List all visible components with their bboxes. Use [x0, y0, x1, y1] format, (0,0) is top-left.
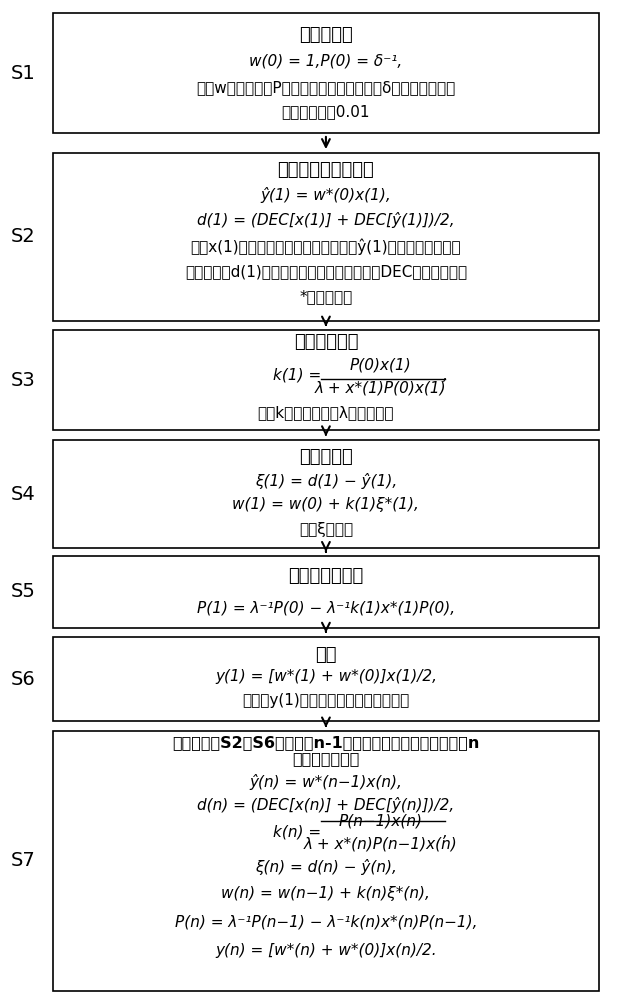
FancyBboxPatch shape [53, 13, 599, 133]
FancyBboxPatch shape [53, 153, 599, 320]
Text: S6: S6 [11, 670, 36, 689]
Text: 其中，y(1)为第一个采样点的输出信号: 其中，y(1)为第一个采样点的输出信号 [242, 693, 410, 708]
Text: S7: S7 [11, 851, 36, 870]
Text: λ + x*(n)P(n−1)x(n): λ + x*(n)P(n−1)x(n) [304, 837, 457, 852]
Text: ŷ(1) = w*(0)x(1),: ŷ(1) = w*(0)x(1), [261, 187, 391, 203]
Text: ξ(1) = d(1) − ŷ(1),: ξ(1) = d(1) − ŷ(1), [255, 473, 397, 489]
FancyBboxPatch shape [53, 330, 599, 430]
Text: S4: S4 [11, 485, 36, 504]
FancyBboxPatch shape [53, 556, 599, 628]
Text: 其中w为权系数，P为信号自相关矩阵的逆，δ为一个小的正实: 其中w为权系数，P为信号自相关矩阵的逆，δ为一个小的正实 [196, 80, 456, 95]
Text: y(1) = [w*(1) + w*(0)]x(1)/2,: y(1) = [w*(1) + w*(0)]x(1)/2, [215, 669, 437, 684]
Text: w(0) = 1,P(0) = δ⁻¹,: w(0) = 1,P(0) = δ⁻¹, [249, 54, 402, 69]
Text: 数，常用取値0.01: 数，常用取値0.01 [282, 104, 370, 119]
Text: 参数初始化: 参数初始化 [299, 26, 353, 44]
Text: 输出: 输出 [315, 646, 337, 664]
Text: d(n) = (DEC[x(n)] + DEC[ŷ(n)])/2,: d(n) = (DEC[x(n)] + DEC[ŷ(n)])/2, [197, 797, 454, 813]
FancyBboxPatch shape [53, 637, 599, 721]
Text: S1: S1 [11, 64, 36, 83]
FancyBboxPatch shape [53, 440, 599, 548]
Text: P(n−1)x(n): P(n−1)x(n) [339, 813, 423, 828]
Text: 其中x(1)为第一个采样点的输入信号，ŷ(1)为第一个采样点输: 其中x(1)为第一个采样点的输入信号，ŷ(1)为第一个采样点输 [191, 239, 461, 255]
Text: w(1) = w(0) + k(1)ξ*(1),: w(1) = w(0) + k(1)ξ*(1), [233, 497, 419, 512]
Text: y(n) = [w*(n) + w*(0)]x(n)/2.: y(n) = [w*(n) + w*(0)]x(n)/2. [215, 943, 437, 958]
Text: ,: , [443, 825, 448, 840]
Text: *表示复共轭: *表示复共轭 [300, 290, 353, 305]
Text: P(1) = λ⁻¹P(0) − λ⁻¹k(1)x*(1)P(0),: P(1) = λ⁻¹P(0) − λ⁻¹k(1)x*(1)P(0), [197, 600, 455, 615]
Text: P(0)x(1): P(0)x(1) [350, 358, 412, 373]
Text: P(n) = λ⁻¹P(n−1) − λ⁻¹k(n)x*(n)P(n−1),: P(n) = λ⁻¹P(n−1) − λ⁻¹k(n)x*(n)P(n−1), [175, 914, 477, 929]
Text: 其中k为增益因子，λ为遗忘因子: 其中k为增益因子，λ为遗忘因子 [258, 405, 394, 420]
Text: w(n) = w(n−1) + k(n)ξ*(n),: w(n) = w(n−1) + k(n)ξ*(n), [222, 886, 430, 901]
FancyBboxPatch shape [53, 731, 599, 991]
Text: S2: S2 [11, 227, 36, 246]
Text: ξ(n) = d(n) − ŷ(n),: ξ(n) = d(n) − ŷ(n), [255, 859, 397, 875]
Text: S3: S3 [11, 371, 36, 390]
Text: 个采样点的输出: 个采样点的输出 [292, 751, 360, 766]
Text: ŷ(n) = w*(n−1)x(n),: ŷ(n) = w*(n−1)x(n), [249, 774, 402, 790]
Text: 权系数更新: 权系数更新 [299, 448, 353, 466]
Text: d(1) = (DEC[x(1)] + DEC[ŷ(1)])/2,: d(1) = (DEC[x(1)] + DEC[ŷ(1)])/2, [197, 212, 455, 228]
Text: 出估计値，d(1)为第一个采样点的参考信号，DEC表示硬判决，: 出估计値，d(1)为第一个采样点的参考信号，DEC表示硬判决， [185, 264, 467, 279]
Text: k(1) =: k(1) = [273, 368, 321, 383]
Text: λ + x*(1)P(0)x(1): λ + x*(1)P(0)x(1) [315, 381, 446, 396]
Text: ,: , [443, 368, 448, 383]
Text: 判决，生成参考信号: 判决，生成参考信号 [277, 161, 374, 179]
Text: k(n) =: k(n) = [273, 825, 321, 840]
Text: S5: S5 [11, 582, 36, 601]
Text: 自相关矩阵更新: 自相关矩阵更新 [288, 567, 363, 585]
Text: 重复上面的S2到S6，利用第n-1次迭代得到的结果递推得到第n: 重复上面的S2到S6，利用第n-1次迭代得到的结果递推得到第n [172, 736, 480, 751]
Text: 其中ξ为误差: 其中ξ为误差 [299, 522, 353, 537]
Text: 增益因子计算: 增益因子计算 [293, 333, 358, 351]
